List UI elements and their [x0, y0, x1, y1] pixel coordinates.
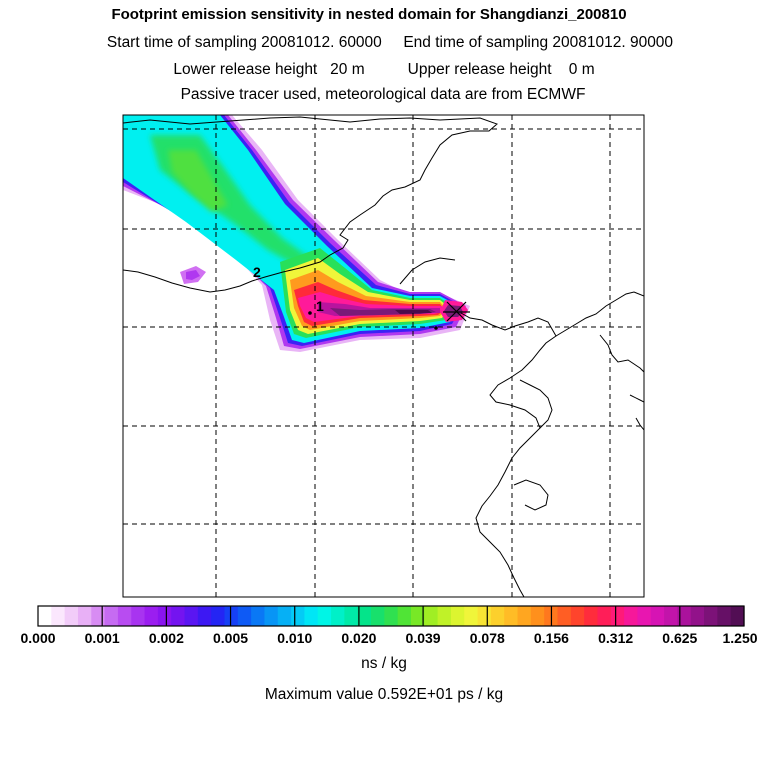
colorbar-cell: [477, 606, 492, 626]
station-label-2: 2: [253, 264, 261, 280]
colorbar-tick-label: 0.002: [148, 630, 184, 646]
colorbar-cell: [131, 606, 146, 626]
map-gridlines: [123, 115, 644, 597]
colorbar-cell: [251, 606, 266, 626]
plot-title: Footprint emission sensitivity in nested…: [111, 6, 627, 23]
colorbar-tick-label: 0.005: [213, 630, 249, 646]
colorbar-cell: [664, 606, 678, 626]
station-dot-1: [308, 311, 312, 315]
colorbar-cell: [91, 606, 106, 626]
colorbar-cell: [197, 606, 212, 626]
colorbar-cell: [677, 606, 692, 626]
colorbar-dividers: [101, 606, 681, 626]
receptor-station-marker: [443, 301, 470, 322]
colorbar-cells: [38, 606, 745, 626]
colorbar-cell: [704, 606, 718, 626]
colorbar-cell: [237, 606, 252, 626]
colorbar-cell: [610, 606, 625, 626]
colorbar-cell: [211, 606, 226, 626]
colorbar-cell: [77, 606, 92, 626]
colorbar-cell: [464, 606, 479, 626]
colorbar-tick-label: 0.010: [277, 630, 313, 646]
colorbar-cell: [277, 606, 292, 626]
colorbar-cell: [51, 606, 66, 626]
colorbar-cell: [397, 606, 412, 626]
colorbar-cell: [291, 606, 306, 626]
colorbar-cell: [717, 606, 732, 626]
colorbar-tick-label: 0.020: [341, 630, 377, 646]
colorbar-cell: [730, 606, 745, 626]
colorbar-tick-label: 0.078: [469, 630, 505, 646]
colorbar-cell: [344, 606, 359, 626]
colorbar-cell: [384, 606, 399, 626]
colorbar-cell: [157, 606, 172, 626]
colorbar-cell: [357, 606, 372, 626]
colorbar-cell: [637, 606, 652, 626]
coastline: [123, 116, 644, 597]
colorbar-cell: [410, 606, 425, 626]
colorbar-tick-label: 0.039: [405, 630, 441, 646]
colorbar-cell: [504, 606, 519, 626]
colorbar-cell: [557, 606, 572, 626]
colorbar-cell: [517, 606, 532, 626]
colorbar-cell: [530, 606, 545, 626]
colorbar-units: ns / kg: [361, 655, 407, 672]
colorbar-cell: [597, 606, 612, 626]
colorbar-cell: [584, 606, 599, 626]
sampling-time-line: Start time of sampling 20081012. 60000 E…: [106, 34, 674, 51]
colorbar-cell: [64, 606, 79, 626]
colorbar-cell: [331, 606, 345, 626]
colorbar-cell: [317, 606, 332, 626]
colorbar-cell: [690, 606, 705, 626]
colorbar-cell: [117, 606, 132, 626]
colorbar-cell: [624, 606, 639, 626]
colorbar-tick-label: 0.156: [533, 630, 569, 646]
colorbar-cell: [104, 606, 119, 626]
colorbar-tick-label: 0.312: [598, 630, 634, 646]
colorbar-cell: [424, 606, 439, 626]
colorbar-cell: [437, 606, 452, 626]
colorbar-cell: [264, 606, 279, 626]
tracer-info-line: Passive tracer used, meteorological data…: [180, 86, 586, 103]
colorbar-cell: [570, 606, 585, 626]
colorbar-cell: [144, 606, 159, 626]
colorbar-cell: [650, 606, 665, 626]
map-frame: [122, 114, 645, 598]
release-height-line: Lower release height 20 m Upper release …: [173, 61, 595, 78]
colorbar-cell: [371, 606, 385, 626]
colorbar-tick-label: 0.625: [662, 630, 698, 646]
colorbar-tick-label: 0.001: [84, 630, 120, 646]
station-label-1: 1: [316, 298, 324, 314]
colorbar-tick-label: 0.000: [20, 630, 56, 646]
maximum-value-text: Maximum value 0.592E+01 ps / kg: [264, 686, 504, 703]
colorbar-cell: [184, 606, 199, 626]
footprint-plume: [123, 115, 470, 352]
colorbar-cell: [224, 606, 239, 626]
colorbar-cell: [304, 606, 319, 626]
colorbar-cell: [490, 606, 505, 626]
colorbar-cell: [450, 606, 465, 626]
colorbar-cell: [171, 606, 186, 626]
colorbar-frame: [37, 605, 745, 627]
colorbar-cell: [38, 606, 52, 626]
colorbar-tick-label: 1.250: [722, 630, 758, 646]
station-dot-other: [434, 326, 438, 330]
